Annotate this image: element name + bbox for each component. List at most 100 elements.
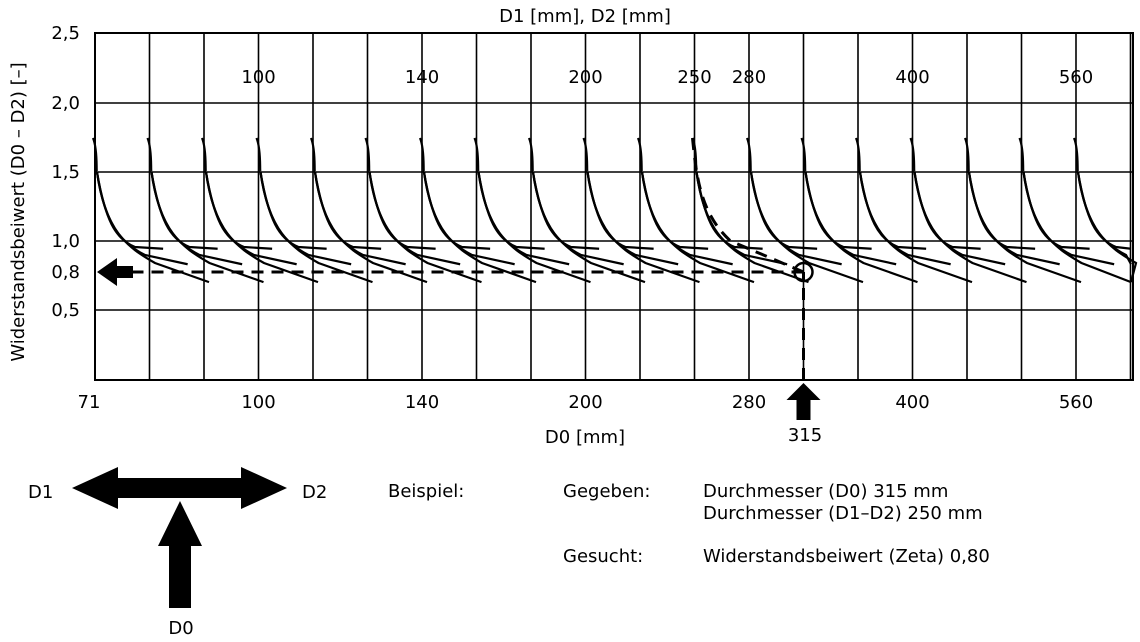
x-tick-label: 71 [78,392,101,413]
x-tick-label: 100 [241,392,275,413]
curve-hook [309,137,317,174]
curve-branch [150,171,264,284]
curve-hook [364,137,371,174]
curve-branch [640,171,755,284]
curve-branch [695,171,788,266]
curve-branch [695,171,809,284]
curve-hook [1072,137,1080,174]
x-tick-label: 560 [1059,392,1093,413]
curve-hook [146,137,153,174]
curve-hook [473,137,480,174]
curve-branch [1076,171,1132,265]
d1-tick-label: 280 [732,67,766,88]
curve-branch [967,171,1082,284]
example-dashed-curve [691,137,805,274]
t-junction-diagram: D1 D2 D0 [28,467,327,639]
x-tick-label: 400 [895,392,929,413]
d1-d2-arrow-shape [72,467,287,509]
chart-curves [91,137,1138,284]
curve-branch [95,171,210,284]
example-heading: Beispiel: [388,481,465,502]
curve-branch [749,171,864,284]
curve-hook [255,137,262,174]
curve-branch [313,171,406,266]
curve-hook [527,137,535,174]
d1-tick-label: 560 [1059,67,1093,88]
d0-arrow-shape [158,501,202,608]
curve-branch [259,171,352,266]
curve-branch [422,171,515,266]
curve-branch [1076,171,1138,283]
y-tick-label: 2,5 [51,23,80,44]
y-tick-label: 2,0 [51,93,80,114]
curve-branch [586,171,679,266]
curve-branch [204,171,297,266]
result-arrow [97,258,133,286]
curve-branch [913,171,1006,266]
curve-branch [422,171,537,284]
curve-hook [854,137,862,174]
curve-branch [967,171,1060,266]
curve-hook [582,137,589,174]
curve-branch [1022,171,1115,266]
curve-branch [1022,171,1132,284]
curve-branch [259,171,373,284]
example-intersection-marker [793,261,814,283]
curve-branch [531,171,646,284]
given-line-2: Durchmesser (D1–D2) 250 mm [703,503,983,524]
x-tick-label: 280 [732,392,766,413]
curve-branch [1076,171,1132,250]
x-tick-label: 200 [568,392,602,413]
curve-branch [586,171,700,284]
y-tick-label: 1,0 [51,231,80,252]
curve-hook [745,137,753,174]
d0-marker-label: 315 [788,425,822,446]
sought-label: Gesucht: [563,546,644,567]
curve-branch [858,171,951,266]
d1-tick-label: 140 [405,67,439,88]
curve-branch [204,171,319,284]
curve-branch [531,171,624,266]
curve-branch [368,171,461,266]
curve-hook [418,137,426,174]
curve-branch [858,171,973,284]
curve-branch [477,171,591,284]
d2-label: D2 [302,482,327,503]
d0-marker-arrow [786,383,821,420]
curve-hook [800,137,807,174]
d1-label: D1 [28,482,53,503]
y-axis-label: Widerstandsbeiwert (D0 – D2) [–] [8,62,29,361]
curve-branch [313,171,428,284]
y-tick-label: 1,5 [51,162,80,183]
curve-branch [913,171,1027,284]
curve-hook [1018,137,1025,174]
curve-hook [636,137,644,174]
curve-branch [804,171,897,266]
plot-frame [94,32,1134,381]
curve-branch [749,171,842,266]
d1-tick-label: 100 [241,67,275,88]
example-path [97,137,821,420]
d0-label: D0 [168,618,193,639]
chart-axes: 2,5 2,0 1,5 1,0 0,8 0,5 71 100 140 200 280 400 560 10… [51,23,1093,413]
curve-branch [477,171,570,266]
curve-hook [909,137,916,174]
given-line-1: Durchmesser (D0) 315 mm [703,481,949,502]
curve-branch [804,171,918,284]
x-tick-label: 140 [405,392,439,413]
d1-tick-label: 400 [895,67,929,88]
y-tick-label: 0,8 [51,262,80,283]
curve-hook [963,137,971,174]
curve-branch [368,171,482,284]
curve-hook [200,137,208,174]
sought-line: Widerstandsbeiwert (Zeta) 0,80 [703,546,990,567]
chart-title: D1 [mm], D2 [mm] [499,6,671,27]
d1-tick-label: 200 [568,67,602,88]
given-label: Gegeben: [563,481,651,502]
curve-branch [640,171,733,266]
curve-branch [150,171,243,266]
curve-branch [95,171,188,266]
curve-hook [91,137,99,174]
y-tick-label: 0,5 [51,300,80,321]
